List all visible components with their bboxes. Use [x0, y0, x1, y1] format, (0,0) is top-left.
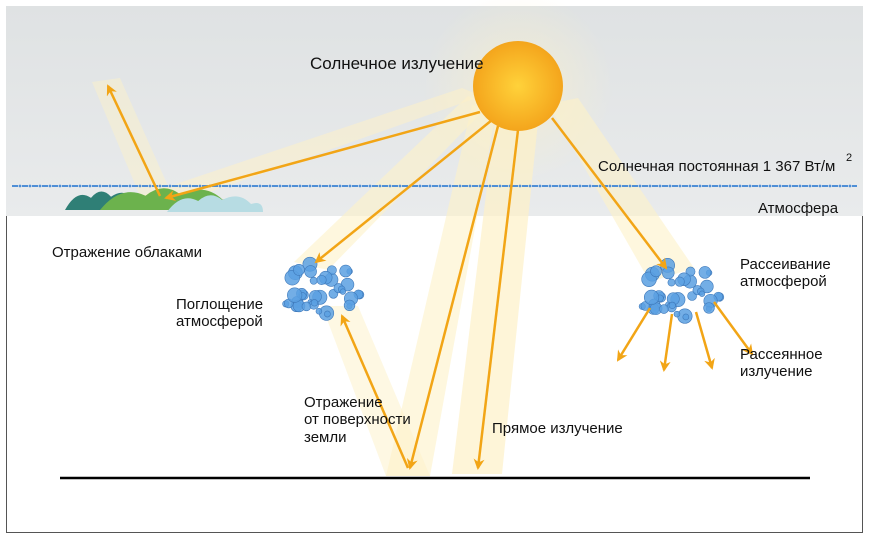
label-absorption: Поглощение атмосферой	[176, 296, 263, 331]
label-diffuse: Рассеянное излучение	[740, 346, 823, 381]
sun-icon	[473, 41, 563, 131]
label-solar-constant: Солнечная постоянная 1 367 Вт/м	[598, 158, 835, 175]
arrow-scatter	[552, 118, 666, 268]
label-solar-constant-sup: 2	[846, 152, 852, 165]
label-solar-radiation: Солнечное излучение	[310, 54, 484, 74]
diagram-svg	[0, 0, 869, 539]
arrow-diffuse-1	[618, 308, 650, 360]
arrow-diffuse-2	[664, 314, 672, 370]
label-direct: Прямое излучение	[492, 420, 623, 437]
arrow-diffuse-3	[696, 312, 712, 368]
beam-scatter-right	[548, 98, 694, 282]
cloud-reflection-shape	[65, 188, 263, 212]
label-atmosphere: Атмосфера	[758, 200, 838, 217]
label-surface-reflection: Отражение от поверхности земли	[304, 394, 411, 446]
label-cloud-reflection: Отражение облаками	[52, 244, 202, 261]
label-scattering: Рассеивание атмосферой	[740, 256, 831, 291]
